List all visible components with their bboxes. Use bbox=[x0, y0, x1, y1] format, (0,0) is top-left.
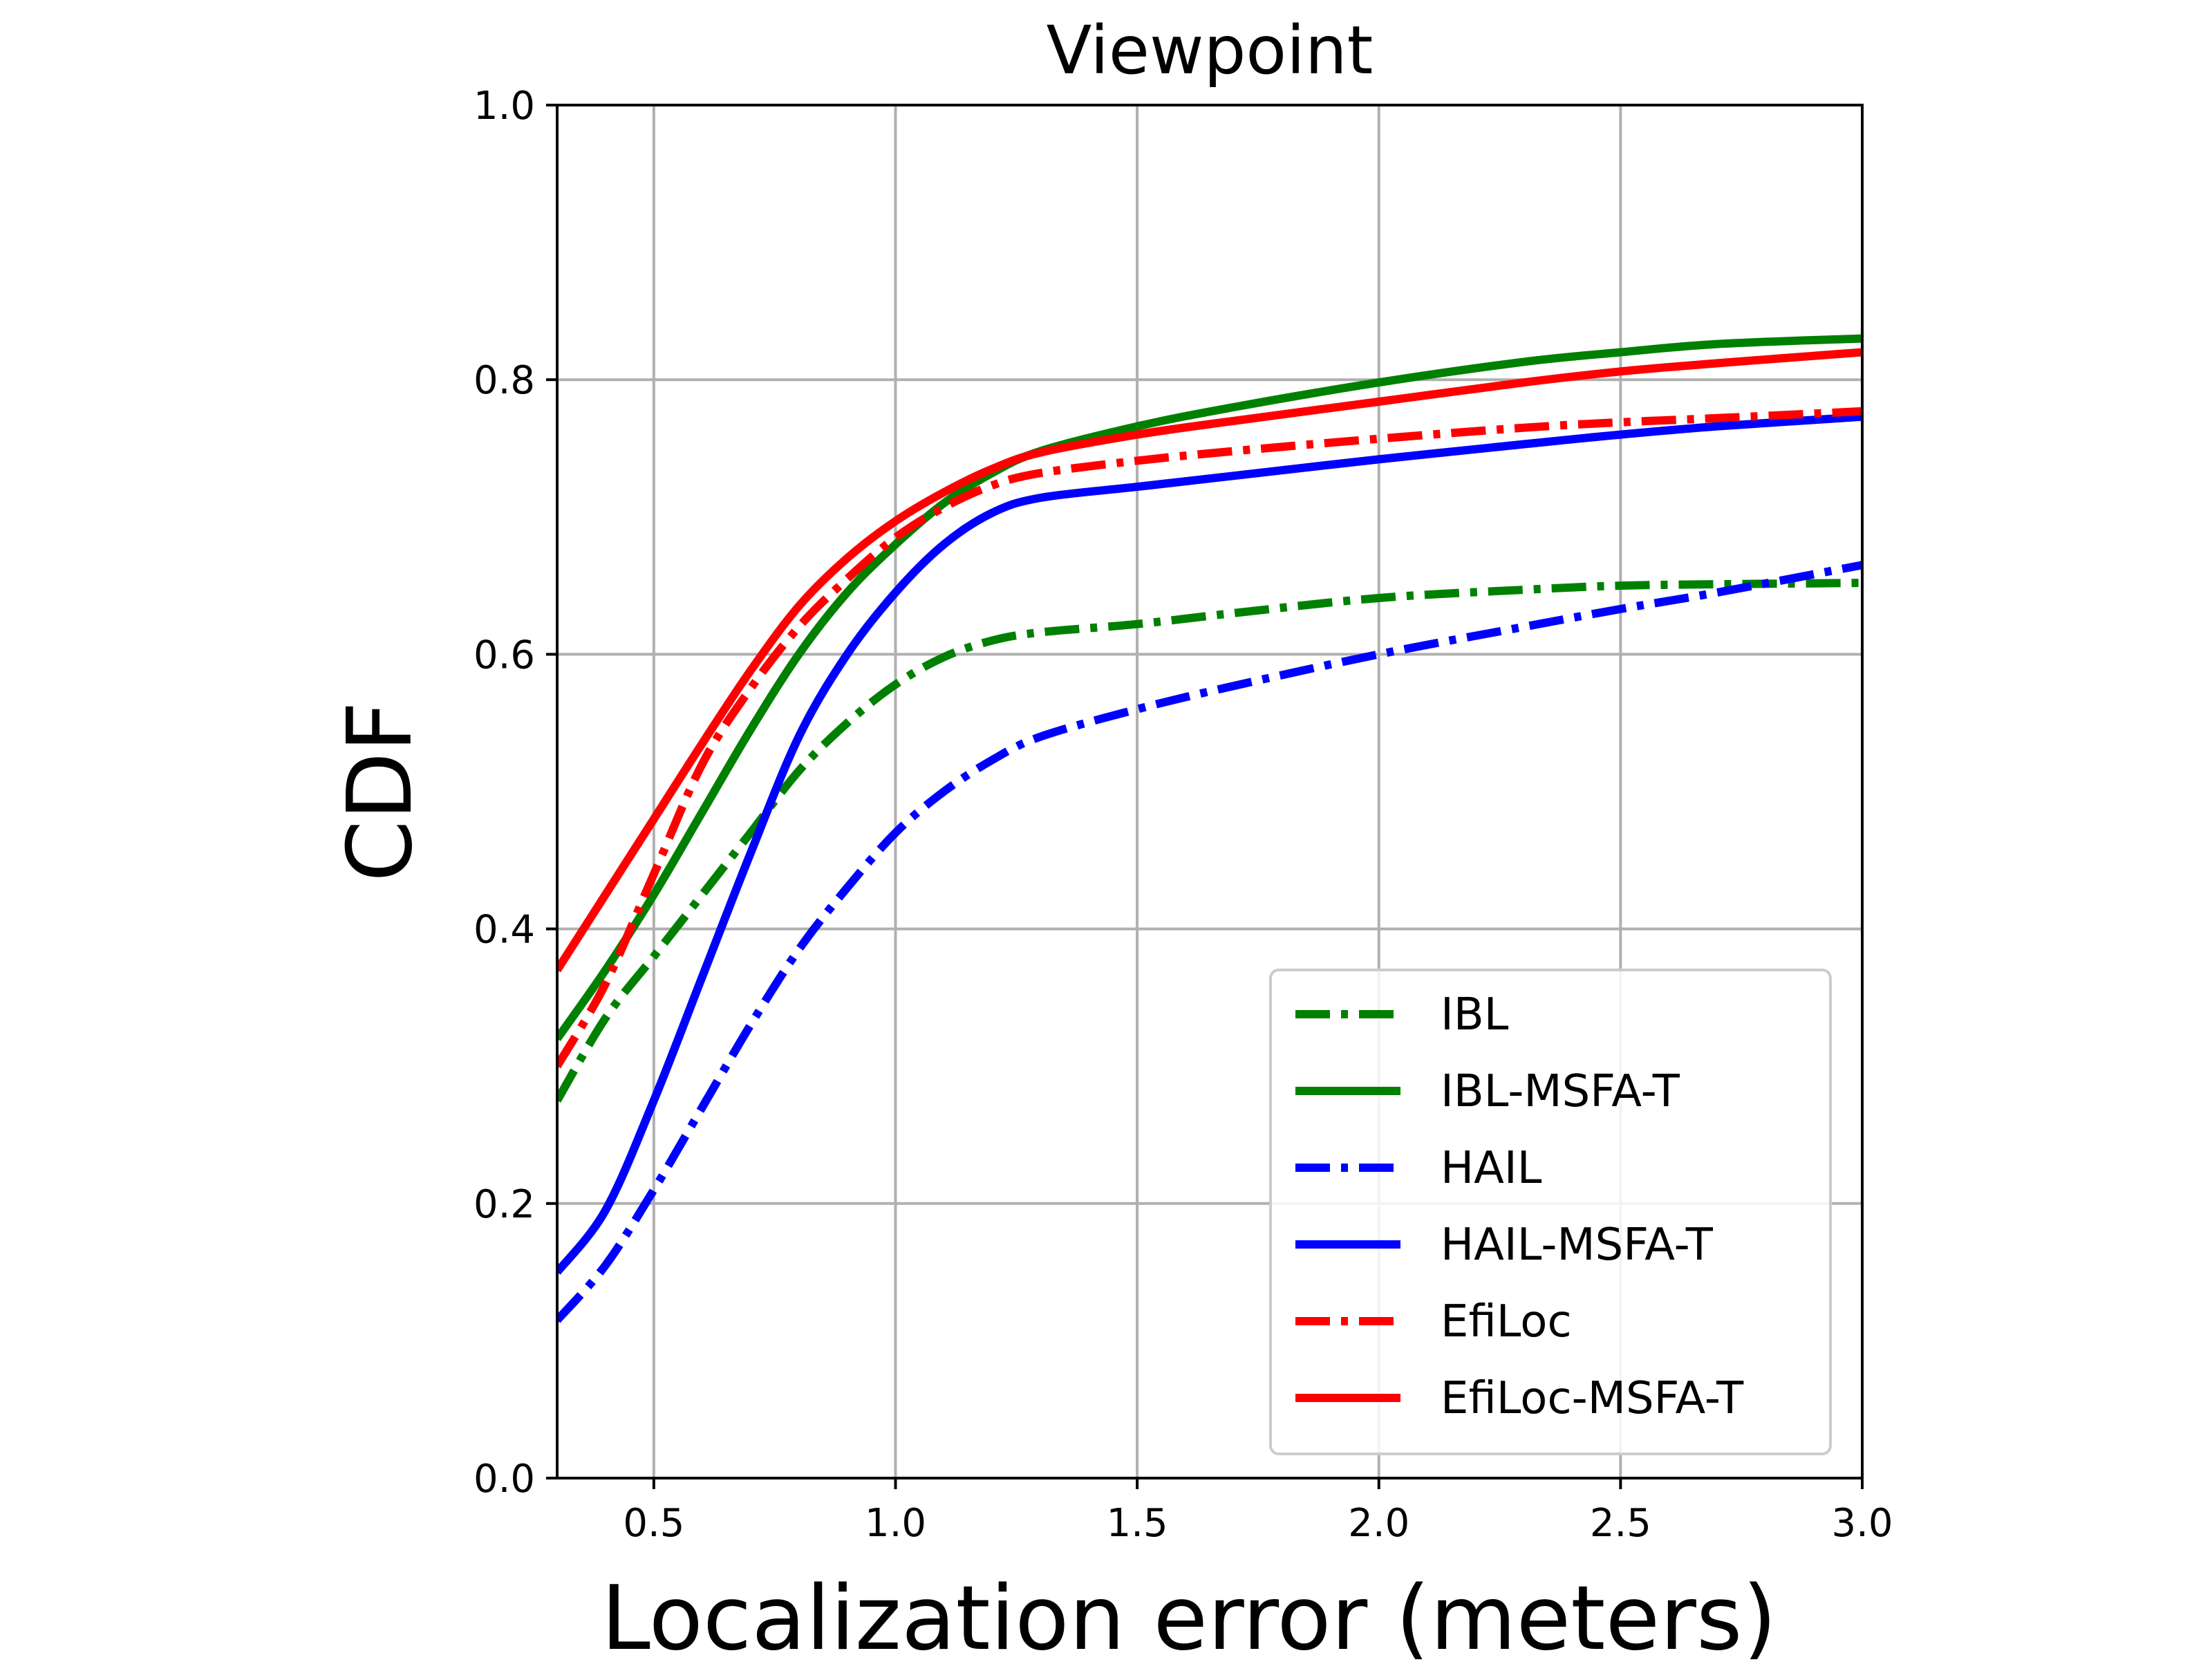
x-tick-label: 3.0 bbox=[1831, 1501, 1893, 1546]
y-tick-label: 0.6 bbox=[474, 633, 535, 678]
plot-frame bbox=[556, 104, 1864, 1479]
y-tick-label: 0.4 bbox=[474, 908, 535, 953]
legend: IBL IBL-MSFA-T HAIL HAIL-MSFA-T EfiLoc EfiLoc… bbox=[1269, 969, 1832, 1455]
x-tick-label: 2.0 bbox=[1348, 1501, 1409, 1546]
series-layer bbox=[557, 334, 1862, 1323]
series-line-efiloc-msfa-t bbox=[557, 348, 1862, 973]
legend-label-hail-msfa-t: HAIL-MSFA-T bbox=[1441, 1220, 1714, 1271]
legend-label-efiloc: EfiLoc bbox=[1441, 1296, 1572, 1347]
legend-label-efiloc-msfa-t: EfiLoc-MSFA-T bbox=[1441, 1373, 1744, 1424]
series-line-efiloc bbox=[557, 407, 1862, 1069]
legend-label-hail: HAIL bbox=[1441, 1143, 1542, 1194]
series-line-ibl bbox=[557, 579, 1862, 1103]
series-line-hail-msfa-t bbox=[557, 412, 1862, 1275]
y-tick-label: 0.8 bbox=[474, 358, 535, 403]
x-axis-title: Localization error (meters) bbox=[601, 1567, 1777, 1659]
x-tick-label: 1.0 bbox=[865, 1501, 926, 1546]
y-tick-label: 1.0 bbox=[474, 84, 535, 129]
tick-layer: 0.5 1.0 1.5 2.0 2.5 3.0 0.0 0.2 0.4 0.6 0.8 1.0 bbox=[474, 84, 1893, 1546]
x-tick-label: 1.5 bbox=[1107, 1501, 1168, 1546]
legend-box bbox=[1269, 969, 1832, 1455]
legend-entries: IBL IBL-MSFA-T HAIL HAIL-MSFA-T EfiLoc EfiLoc… bbox=[1295, 989, 1744, 1424]
y-tick-label: 0.0 bbox=[474, 1457, 535, 1502]
y-tick-label: 0.2 bbox=[474, 1182, 535, 1227]
legend-label-ibl-msfa-t: IBL-MSFA-T bbox=[1441, 1066, 1680, 1117]
chart-title: Viewpoint bbox=[1047, 12, 1374, 89]
legend-label-ibl: IBL bbox=[1441, 989, 1509, 1040]
x-tick-label: 0.5 bbox=[623, 1501, 684, 1546]
grid-layer bbox=[557, 104, 1864, 1479]
y-axis-title: CDF bbox=[329, 701, 432, 882]
series-line-hail bbox=[557, 561, 1862, 1323]
x-tick-label: 2.5 bbox=[1590, 1501, 1651, 1546]
